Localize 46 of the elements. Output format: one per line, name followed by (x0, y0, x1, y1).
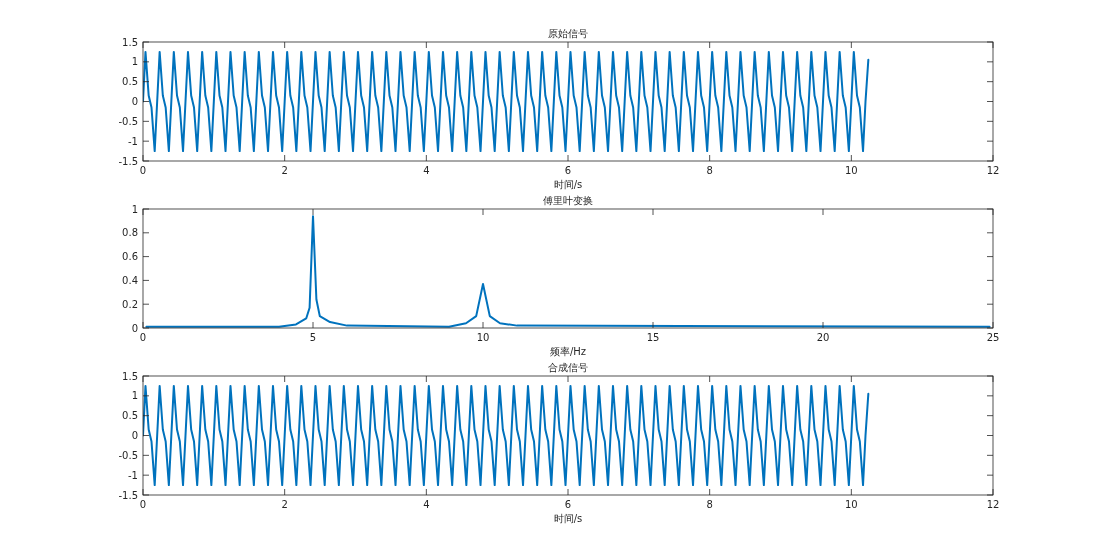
x-axis-title: 时间/s (553, 179, 583, 190)
y-tick-label: -0.5 (118, 449, 138, 461)
x-tick-label: 10 (844, 165, 858, 176)
y-tick-label: 0.8 (122, 227, 138, 239)
x-axis-title: 频率/Hz (549, 346, 587, 357)
y-tick-label: -1.5 (118, 489, 138, 501)
y-tick-label: -1 (128, 135, 138, 147)
y-tick-label: 0 (131, 96, 138, 107)
x-tick-label: 2 (281, 499, 288, 510)
x-tick-label: 2 (281, 165, 288, 176)
x-tick-label: 8 (706, 165, 713, 176)
x-axis-title: 时间/s (553, 513, 583, 524)
y-tick-label: 0 (131, 322, 138, 334)
x-tick-label: 4 (423, 499, 430, 510)
x-tick-label: 6 (564, 165, 572, 176)
y-tick-label: 1 (131, 203, 138, 215)
chart-title: 合成信号 (548, 362, 588, 373)
y-tick-label: 1 (131, 56, 138, 68)
chart-title: 原始信号 (548, 28, 588, 39)
x-tick-label: 8 (706, 499, 713, 510)
y-tick-label: -0.5 (118, 115, 138, 127)
x-tick-label: 15 (646, 332, 660, 343)
y-tick-label: 0.5 (122, 410, 138, 422)
x-tick-label: 0 (139, 165, 147, 176)
x-tick-label: 12 (986, 499, 1000, 510)
x-tick-label: 6 (564, 499, 572, 510)
y-tick-label: -1.5 (118, 155, 138, 167)
y-tick-label: 1.5 (122, 370, 138, 382)
y-tick-label: 0 (131, 430, 138, 441)
y-tick-label: 0.2 (122, 298, 138, 310)
x-tick-label: 5 (309, 332, 317, 343)
x-tick-label: 4 (423, 165, 430, 176)
y-tick-label: 0.4 (122, 274, 138, 286)
y-tick-label: 0.6 (122, 251, 138, 263)
x-tick-label: 20 (816, 332, 830, 343)
y-tick-label: 0.5 (122, 76, 138, 88)
x-tick-label: 0 (139, 332, 147, 343)
x-tick-label: 10 (844, 499, 858, 510)
x-tick-label: 10 (476, 332, 490, 343)
x-tick-label: 12 (986, 165, 1000, 176)
x-tick-label: 25 (986, 332, 1000, 343)
y-tick-label: 1 (131, 390, 138, 402)
y-tick-label: -1 (128, 469, 138, 481)
y-tick-label: 1.5 (122, 36, 138, 48)
x-tick-label: 0 (139, 499, 147, 510)
chart-title: 傅里叶变换 (543, 195, 593, 206)
